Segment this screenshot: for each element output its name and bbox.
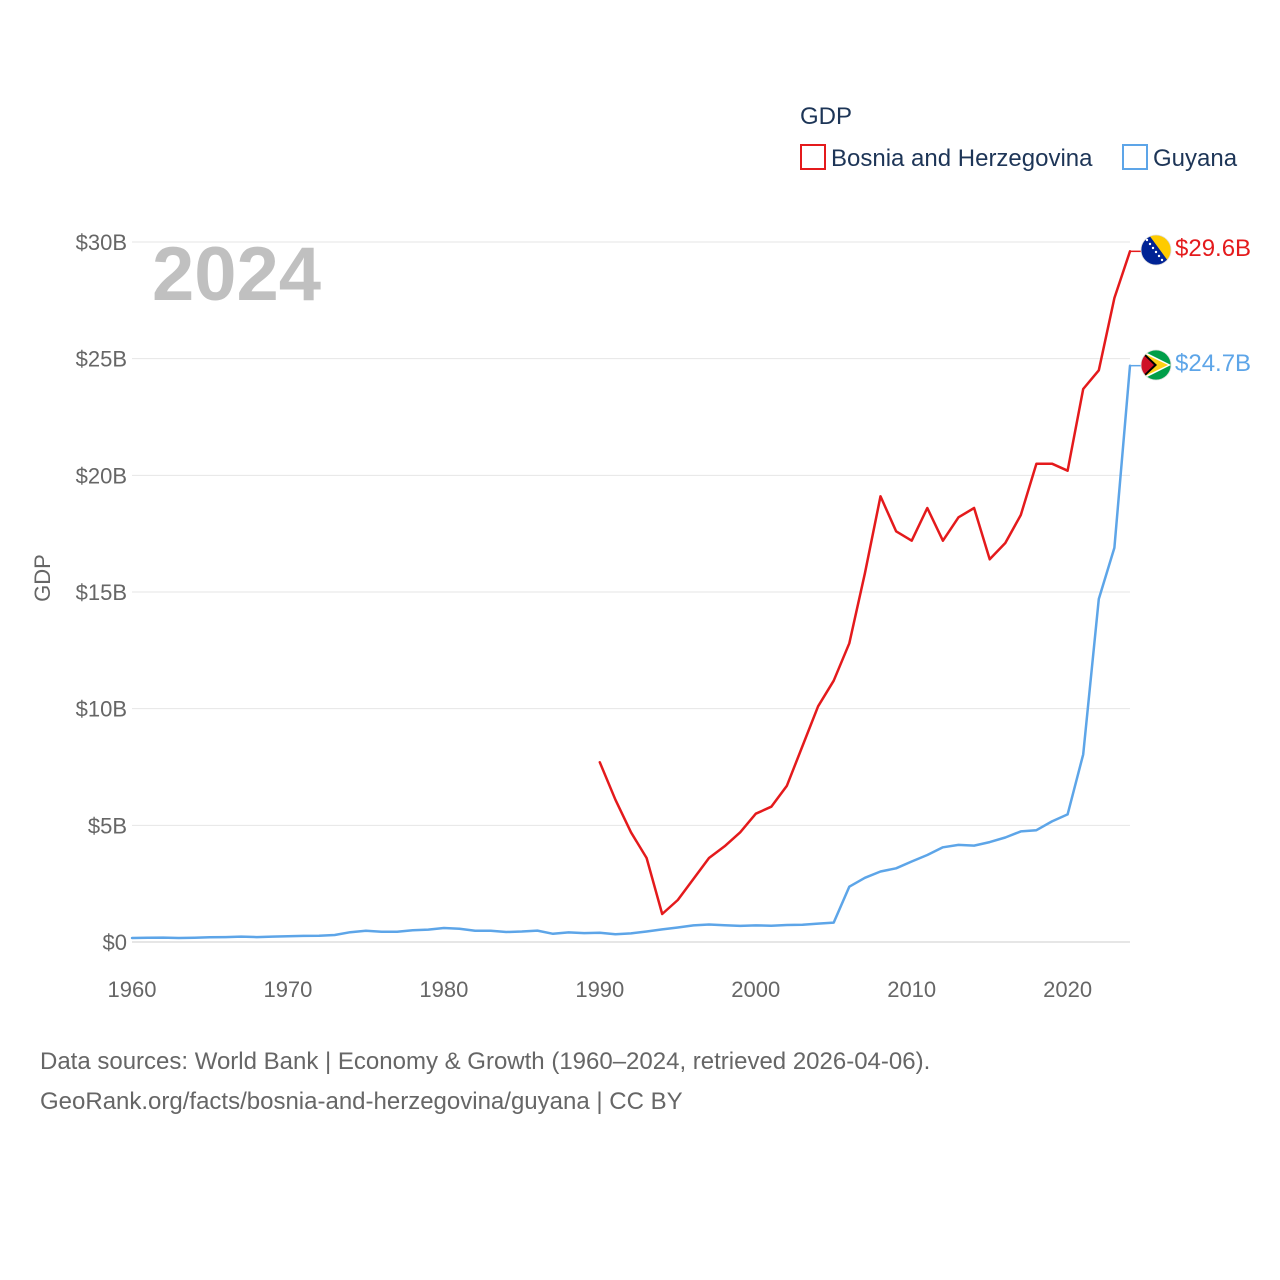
y-tick-label-6: $30B — [76, 230, 127, 255]
y-tick-label-0: $0 — [103, 930, 127, 955]
x-tick-label-5: 2010 — [887, 977, 936, 1002]
y-tick-label-4: $20B — [76, 463, 127, 488]
source-line-2: GeoRank.org/facts/bosnia-and-herzegovina… — [40, 1088, 683, 1115]
x-tick-label-6: 2020 — [1043, 977, 1092, 1002]
bosnia-flag-icon — [1141, 235, 1171, 265]
x-tick-label-1: 1970 — [263, 977, 312, 1002]
series-lines — [130, 250, 1141, 940]
legend-swatch-bosnia — [800, 144, 826, 170]
source-line-1: Data sources: World Bank | Economy & Gro… — [40, 1048, 931, 1075]
end-value-bosnia: $29.6B — [1175, 235, 1251, 262]
x-tick-label-4: 2000 — [731, 977, 780, 1002]
x-axis-ticks: 1960 1970 1980 1990 2000 2010 2020 — [108, 977, 1093, 1002]
legend-title: GDP — [800, 103, 852, 130]
y-tick-label-5: $25B — [76, 347, 127, 372]
guyana-flag-icon — [1141, 350, 1171, 380]
source-note: Data sources: World Bank | Economy & Gro… — [40, 1042, 1240, 1122]
y-tick-label-2: $10B — [76, 697, 127, 722]
end-value-guyana: $24.7B — [1175, 350, 1251, 377]
y-tick-label-3: $15B — [76, 580, 127, 605]
year-label: 2024 — [152, 232, 321, 317]
series-line-guyana[interactable] — [130, 364, 1132, 940]
x-tick-label-0: 1960 — [108, 977, 157, 1002]
legend-item-bosnia[interactable]: Bosnia and Herzegovina — [800, 144, 1093, 172]
x-tick-label-2: 1980 — [419, 977, 468, 1002]
series-line-bosnia[interactable] — [598, 250, 1132, 916]
legend-item-guyana[interactable]: Guyana — [1122, 144, 1238, 172]
x-tick-label-3: 1990 — [575, 977, 624, 1002]
y-axis-label: GDP — [30, 554, 55, 602]
grid-lines — [132, 241, 1130, 943]
legend-label-bosnia: Bosnia and Herzegovina — [831, 145, 1093, 172]
legend-label-guyana: Guyana — [1153, 145, 1238, 172]
y-axis-ticks: $0 $5B $10B $15B $20B $25B $30B — [76, 230, 127, 955]
legend-swatch-guyana — [1122, 144, 1148, 170]
y-tick-label-1: $5B — [88, 813, 127, 838]
legend: GDP Bosnia and Herzegovina Guyana — [800, 103, 1238, 172]
